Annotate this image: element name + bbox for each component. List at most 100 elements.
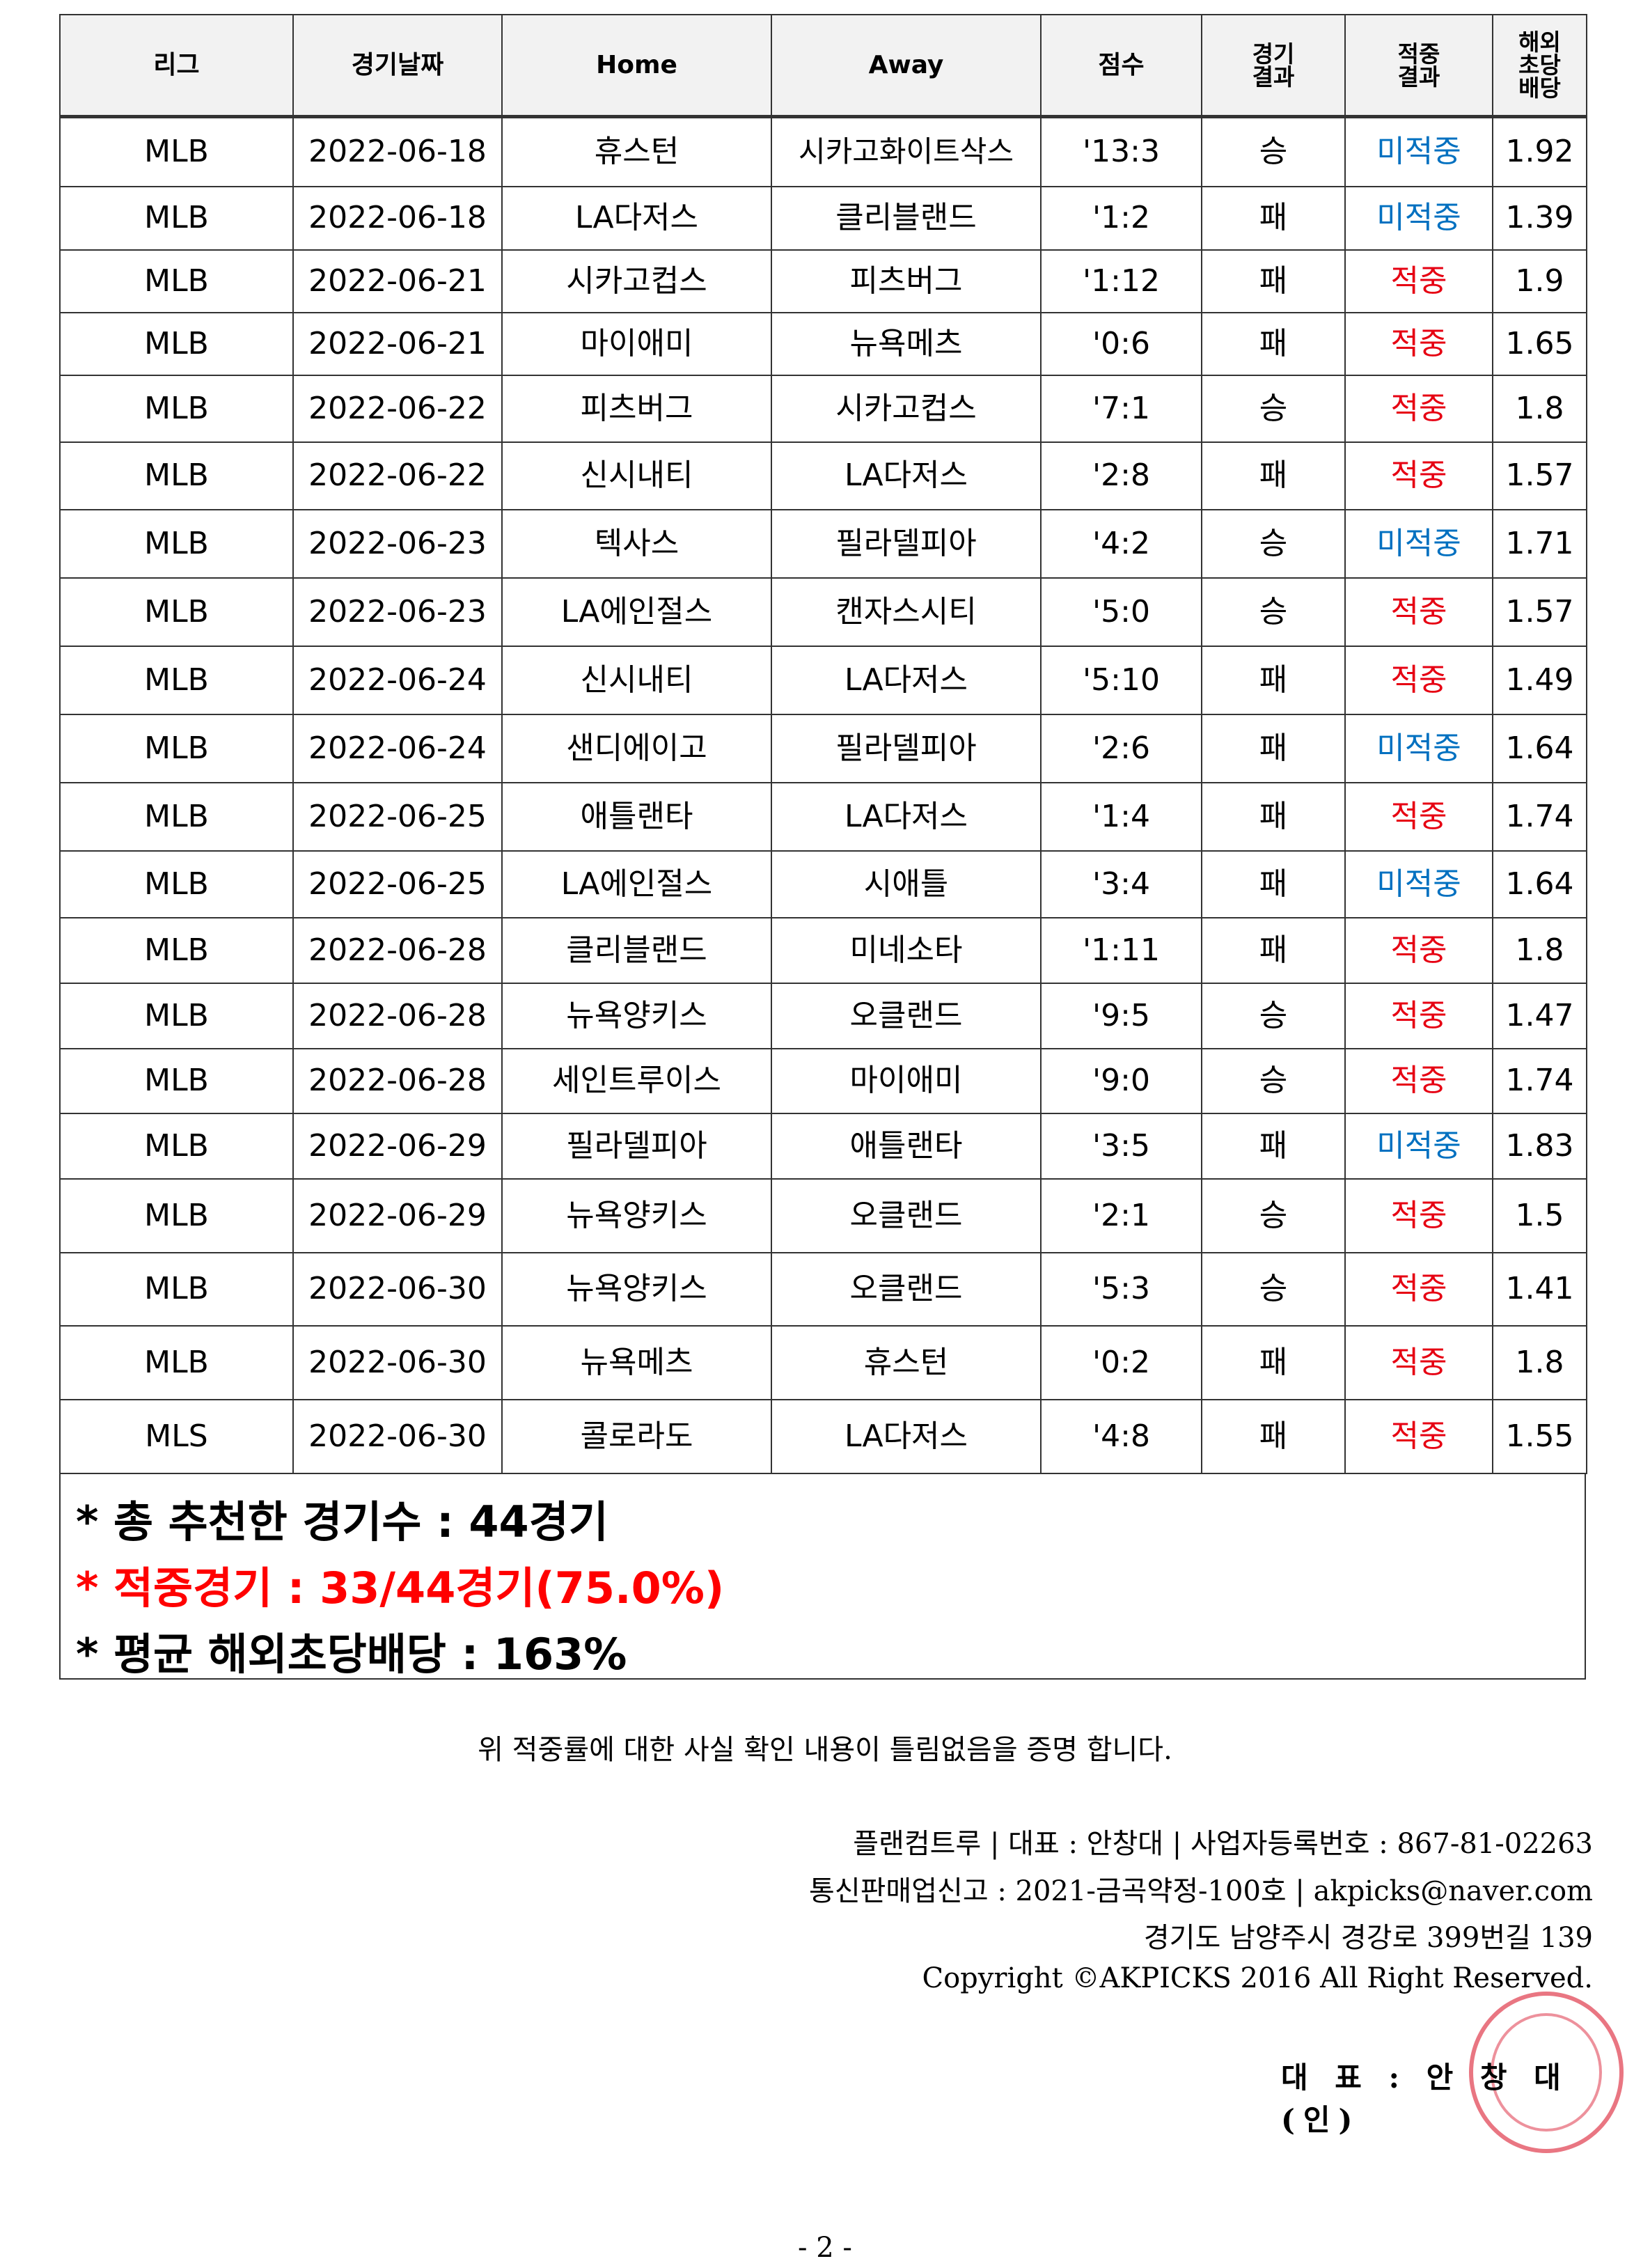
away-team-cell: 피츠버그 — [771, 249, 1042, 313]
odds-cell: 1.74 — [1492, 781, 1587, 852]
away-team-cell: 시카고화이트삭스 — [771, 116, 1042, 187]
date-cell: 2022-06-22 — [292, 441, 503, 510]
table-row: MLB 2022-06-21 시카고컵스 피츠버그 '1:12 패 적중 1.9 — [59, 249, 1587, 313]
league-cell: MLB — [59, 1047, 294, 1114]
hit-result-cell: 적중 — [1344, 577, 1493, 647]
score-cell: '2:6 — [1040, 713, 1202, 783]
score-cell: '5:3 — [1040, 1251, 1202, 1327]
game-result-cell: 패 — [1201, 850, 1346, 918]
league-cell: MLB — [59, 311, 294, 376]
away-team-cell: 뉴욕메츠 — [771, 311, 1042, 376]
odds-cell: 1.8 — [1492, 374, 1587, 443]
home-team-cell: 콜로라도 — [501, 1398, 772, 1474]
table-row: MLB 2022-06-21 마이애미 뉴욕메츠 '0:6 패 적중 1.65 — [59, 311, 1587, 376]
away-team-cell: 애틀랜타 — [771, 1112, 1042, 1180]
home-team-cell: 뉴욕메츠 — [501, 1324, 772, 1400]
game-result-cell: 승 — [1201, 1251, 1346, 1327]
score-cell: '9:5 — [1040, 982, 1202, 1049]
score-cell: '1:4 — [1040, 781, 1202, 852]
away-team-cell: 오클랜드 — [771, 1251, 1042, 1327]
odds-cell: 1.8 — [1492, 916, 1587, 984]
odds-cell: 1.9 — [1492, 249, 1587, 313]
odds-cell: 1.65 — [1492, 311, 1587, 376]
away-team-cell: 마이애미 — [771, 1047, 1042, 1114]
score-cell: '0:2 — [1040, 1324, 1202, 1400]
hit-result-cell: 적중 — [1344, 441, 1493, 510]
away-team-cell: LA다저스 — [771, 1398, 1042, 1474]
hit-result-cell: 적중 — [1344, 916, 1493, 984]
league-cell: MLB — [59, 1112, 294, 1180]
table-row: MLS 2022-06-30 콜로라도 LA다저스 '4:8 패 적중 1.55 — [59, 1398, 1587, 1474]
column-header: Away — [771, 14, 1042, 118]
away-team-cell: 미네소타 — [771, 916, 1042, 984]
certification-statement: 위 적중률에 대한 사실 확인 내용이 틀림없음을 증명 합니다. — [478, 1734, 1172, 1766]
game-result-cell: 패 — [1201, 185, 1346, 251]
score-cell: '5:0 — [1040, 577, 1202, 647]
date-cell: 2022-06-25 — [292, 781, 503, 852]
game-result-cell: 패 — [1201, 441, 1346, 510]
game-result-cell: 패 — [1201, 645, 1346, 715]
hit-result-cell: 적중 — [1344, 645, 1493, 715]
game-result-cell: 승 — [1201, 577, 1346, 647]
home-team-cell: LA에인절스 — [501, 850, 772, 918]
odds-cell: 1.64 — [1492, 850, 1587, 918]
away-team-cell: LA다저스 — [771, 441, 1042, 510]
home-team-cell: 시카고컵스 — [501, 249, 772, 313]
hit-result-cell: 적중 — [1344, 1398, 1493, 1474]
game-result-cell: 승 — [1201, 374, 1346, 443]
score-cell: '4:2 — [1040, 508, 1202, 579]
away-team-cell: 캔자스시티 — [771, 577, 1042, 647]
home-team-cell: 텍사스 — [501, 508, 772, 579]
odds-cell: 1.64 — [1492, 713, 1587, 783]
league-cell: MLB — [59, 185, 294, 251]
home-team-cell: LA에인절스 — [501, 577, 772, 647]
company-info: 플랜컴트루 | 대표 : 안창대 | 사업자등록번호 : 867-81-0226… — [853, 1828, 1593, 1860]
table-row: MLB 2022-06-30 뉴욕메츠 휴스턴 '0:2 패 적중 1.8 — [59, 1324, 1587, 1400]
home-team-cell: 마이애미 — [501, 311, 772, 376]
hit-result-cell: 적중 — [1344, 1251, 1493, 1327]
home-team-cell: LA다저스 — [501, 185, 772, 251]
date-cell: 2022-06-28 — [292, 1047, 503, 1114]
table-row: MLB 2022-06-25 애틀랜타 LA다저스 '1:4 패 적중 1.74 — [59, 781, 1587, 852]
home-team-cell: 뉴욕양키스 — [501, 1178, 772, 1253]
league-cell: MLB — [59, 916, 294, 984]
away-team-cell: 필라델피아 — [771, 713, 1042, 783]
score-cell: '5:10 — [1040, 645, 1202, 715]
date-cell: 2022-06-28 — [292, 916, 503, 984]
hit-result-cell: 적중 — [1344, 1324, 1493, 1400]
hit-result-cell: 미적중 — [1344, 713, 1493, 783]
away-team-cell: 휴스턴 — [771, 1324, 1042, 1400]
league-cell: MLB — [59, 508, 294, 579]
date-cell: 2022-06-18 — [292, 185, 503, 251]
date-cell: 2022-06-18 — [292, 116, 503, 187]
league-cell: MLB — [59, 713, 294, 783]
date-cell: 2022-06-21 — [292, 311, 503, 376]
game-result-cell: 패 — [1201, 1398, 1346, 1474]
home-team-cell: 신시내티 — [501, 441, 772, 510]
game-result-cell: 패 — [1201, 249, 1346, 313]
date-cell: 2022-06-30 — [292, 1251, 503, 1327]
score-cell: '4:8 — [1040, 1398, 1202, 1474]
score-cell: '13:3 — [1040, 116, 1202, 187]
home-team-cell: 세인트루이스 — [501, 1047, 772, 1114]
away-team-cell: LA다저스 — [771, 645, 1042, 715]
table-row: MLB 2022-06-22 신시내티 LA다저스 '2:8 패 적중 1.57 — [59, 441, 1587, 510]
odds-cell: 1.57 — [1492, 441, 1587, 510]
date-cell: 2022-06-24 — [292, 713, 503, 783]
odds-cell: 1.39 — [1492, 185, 1587, 251]
league-cell: MLB — [59, 645, 294, 715]
date-cell: 2022-06-25 — [292, 850, 503, 918]
column-header: 해외 초당 배당 — [1492, 14, 1587, 118]
date-cell: 2022-06-30 — [292, 1324, 503, 1400]
away-team-cell: 시카고컵스 — [771, 374, 1042, 443]
table-row: MLB 2022-06-28 클리블랜드 미네소타 '1:11 패 적중 1.8 — [59, 916, 1587, 984]
away-team-cell: 오클랜드 — [771, 982, 1042, 1049]
game-result-cell: 승 — [1201, 508, 1346, 579]
company-seal-stamp — [1469, 1992, 1624, 2153]
score-cell: '7:1 — [1040, 374, 1202, 443]
hit-result-cell: 미적중 — [1344, 850, 1493, 918]
hit-result-cell: 적중 — [1344, 311, 1493, 376]
date-cell: 2022-06-29 — [292, 1178, 503, 1253]
odds-cell: 1.8 — [1492, 1324, 1587, 1400]
league-cell: MLB — [59, 1251, 294, 1327]
